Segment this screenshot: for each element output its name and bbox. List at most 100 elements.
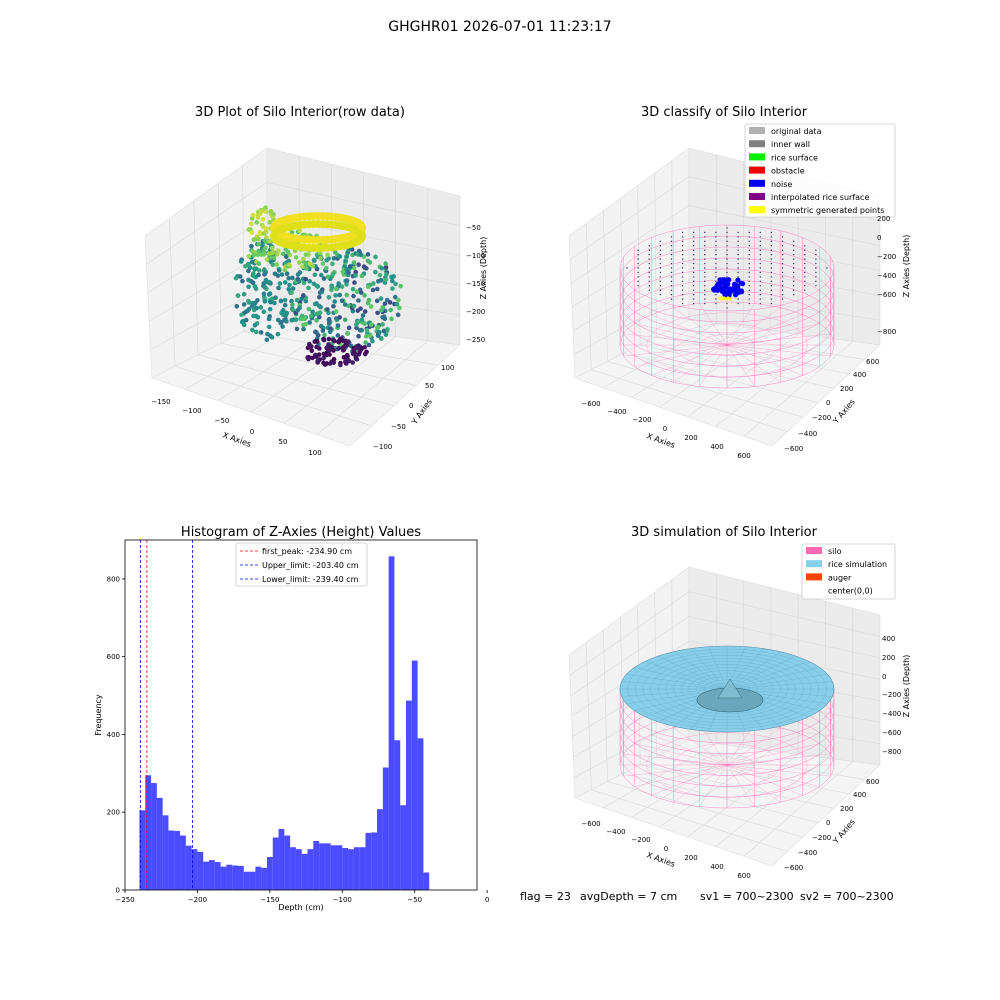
hist-bar <box>336 845 343 890</box>
classify-noise-cluster <box>711 277 746 301</box>
raw-point <box>311 281 317 287</box>
classify-x-label: X Axies <box>645 431 676 450</box>
hist-bar <box>284 835 291 890</box>
raw-point <box>354 289 360 295</box>
surface-dot <box>715 253 717 256</box>
surface-dot <box>770 262 773 265</box>
surface-dot <box>748 236 750 238</box>
grid-line <box>569 591 690 676</box>
raw-point <box>278 298 284 304</box>
raw-point <box>326 348 332 353</box>
silo-floor-ring <box>700 334 754 356</box>
surface-dot <box>759 245 762 247</box>
raw-point <box>277 281 283 286</box>
classify-legend: original data inner wall rice surface obsta… <box>744 123 896 218</box>
surface-dot <box>792 293 795 296</box>
raw-point <box>301 256 306 262</box>
raw-point <box>359 317 365 322</box>
raw-point <box>252 323 258 328</box>
raw-point <box>238 259 244 264</box>
grid-line <box>688 262 881 296</box>
hist-x-tick: −250 <box>115 896 134 904</box>
raw-point <box>324 352 329 358</box>
surface-dot <box>748 280 750 283</box>
surface-dot <box>692 302 695 305</box>
raw-point <box>290 286 296 291</box>
hist-vlines <box>139 540 193 890</box>
raw-point <box>359 273 365 279</box>
surface-dot <box>659 262 662 265</box>
surface-dot <box>648 262 650 265</box>
raw-point <box>286 275 292 281</box>
surface-dot <box>659 280 662 283</box>
raw-point <box>279 310 284 316</box>
raw-point <box>260 224 266 229</box>
raw-point <box>325 252 330 258</box>
raw-point <box>364 327 370 333</box>
raw-point <box>313 352 318 358</box>
hist-bar <box>272 837 279 890</box>
surface-dot <box>648 258 650 260</box>
raw-y-ticks: −100 −50 0 50 100 <box>373 364 454 451</box>
legend-swatch <box>749 140 765 148</box>
surface-dot <box>681 302 684 305</box>
raw-point <box>363 334 369 339</box>
hist-y-label: Frequency <box>94 694 103 736</box>
raw-point <box>255 252 261 258</box>
surface-dot <box>648 253 650 256</box>
rice-mesh-spoke <box>673 651 728 690</box>
surface-dot <box>715 262 717 265</box>
surface-dot <box>737 249 739 251</box>
sim-z-tick: −600 <box>882 729 901 737</box>
surface-dot <box>792 240 795 243</box>
surface-dot <box>670 271 673 274</box>
surface-dot <box>770 249 773 251</box>
raw-x-tick: 0 <box>250 428 254 436</box>
raw-point <box>351 293 356 299</box>
raw-point <box>259 252 264 257</box>
surface-dot <box>781 236 784 238</box>
raw-point <box>268 299 273 305</box>
grid-line <box>316 340 429 435</box>
hist-bar <box>145 775 152 890</box>
raw-point <box>380 322 385 327</box>
raw-x-ticks: −150 −100 −50 0 50 100 <box>151 398 321 457</box>
raw-x-tick: 50 <box>279 438 288 446</box>
raw-point <box>287 282 292 288</box>
surface-dot <box>737 236 739 238</box>
surface-dot <box>759 285 762 287</box>
raw-point <box>312 272 318 278</box>
hist-frame <box>124 539 478 891</box>
surface-dot <box>737 262 739 265</box>
raw-point <box>256 248 261 254</box>
legend-swatch <box>806 573 822 581</box>
surface-dot <box>704 298 706 300</box>
surface-dot <box>815 271 817 274</box>
rice-mesh-spoke <box>644 661 728 690</box>
raw-point <box>314 311 319 317</box>
raw-point <box>307 261 312 266</box>
classify-z-ticks: 200 0 −200 −400 −600 −800 <box>877 215 896 336</box>
raw-point <box>321 336 327 342</box>
hist-x-label: Depth (cm) <box>278 903 323 912</box>
raw-point <box>254 305 259 311</box>
raw-point <box>337 254 343 259</box>
sim-z-ticks: 400 200 0 −200 −400 −600 −800 <box>882 635 901 756</box>
raw-point <box>354 322 359 327</box>
raw-point <box>270 249 276 255</box>
surface-dot <box>704 276 706 278</box>
hist-bar <box>249 871 256 890</box>
surface-dot <box>681 289 684 291</box>
grid-line <box>687 334 799 418</box>
classify-y-tick: 0 <box>826 399 830 407</box>
hist-bar <box>237 865 244 890</box>
hist-bar <box>261 867 267 890</box>
classify-silo-wireframe <box>619 224 835 389</box>
raw-point <box>393 281 398 287</box>
raw-point <box>272 300 277 306</box>
grid-line <box>570 205 690 284</box>
surface-dot <box>770 231 773 234</box>
raw-point <box>303 252 309 257</box>
raw-point <box>301 293 306 298</box>
surface-dot <box>670 276 673 278</box>
